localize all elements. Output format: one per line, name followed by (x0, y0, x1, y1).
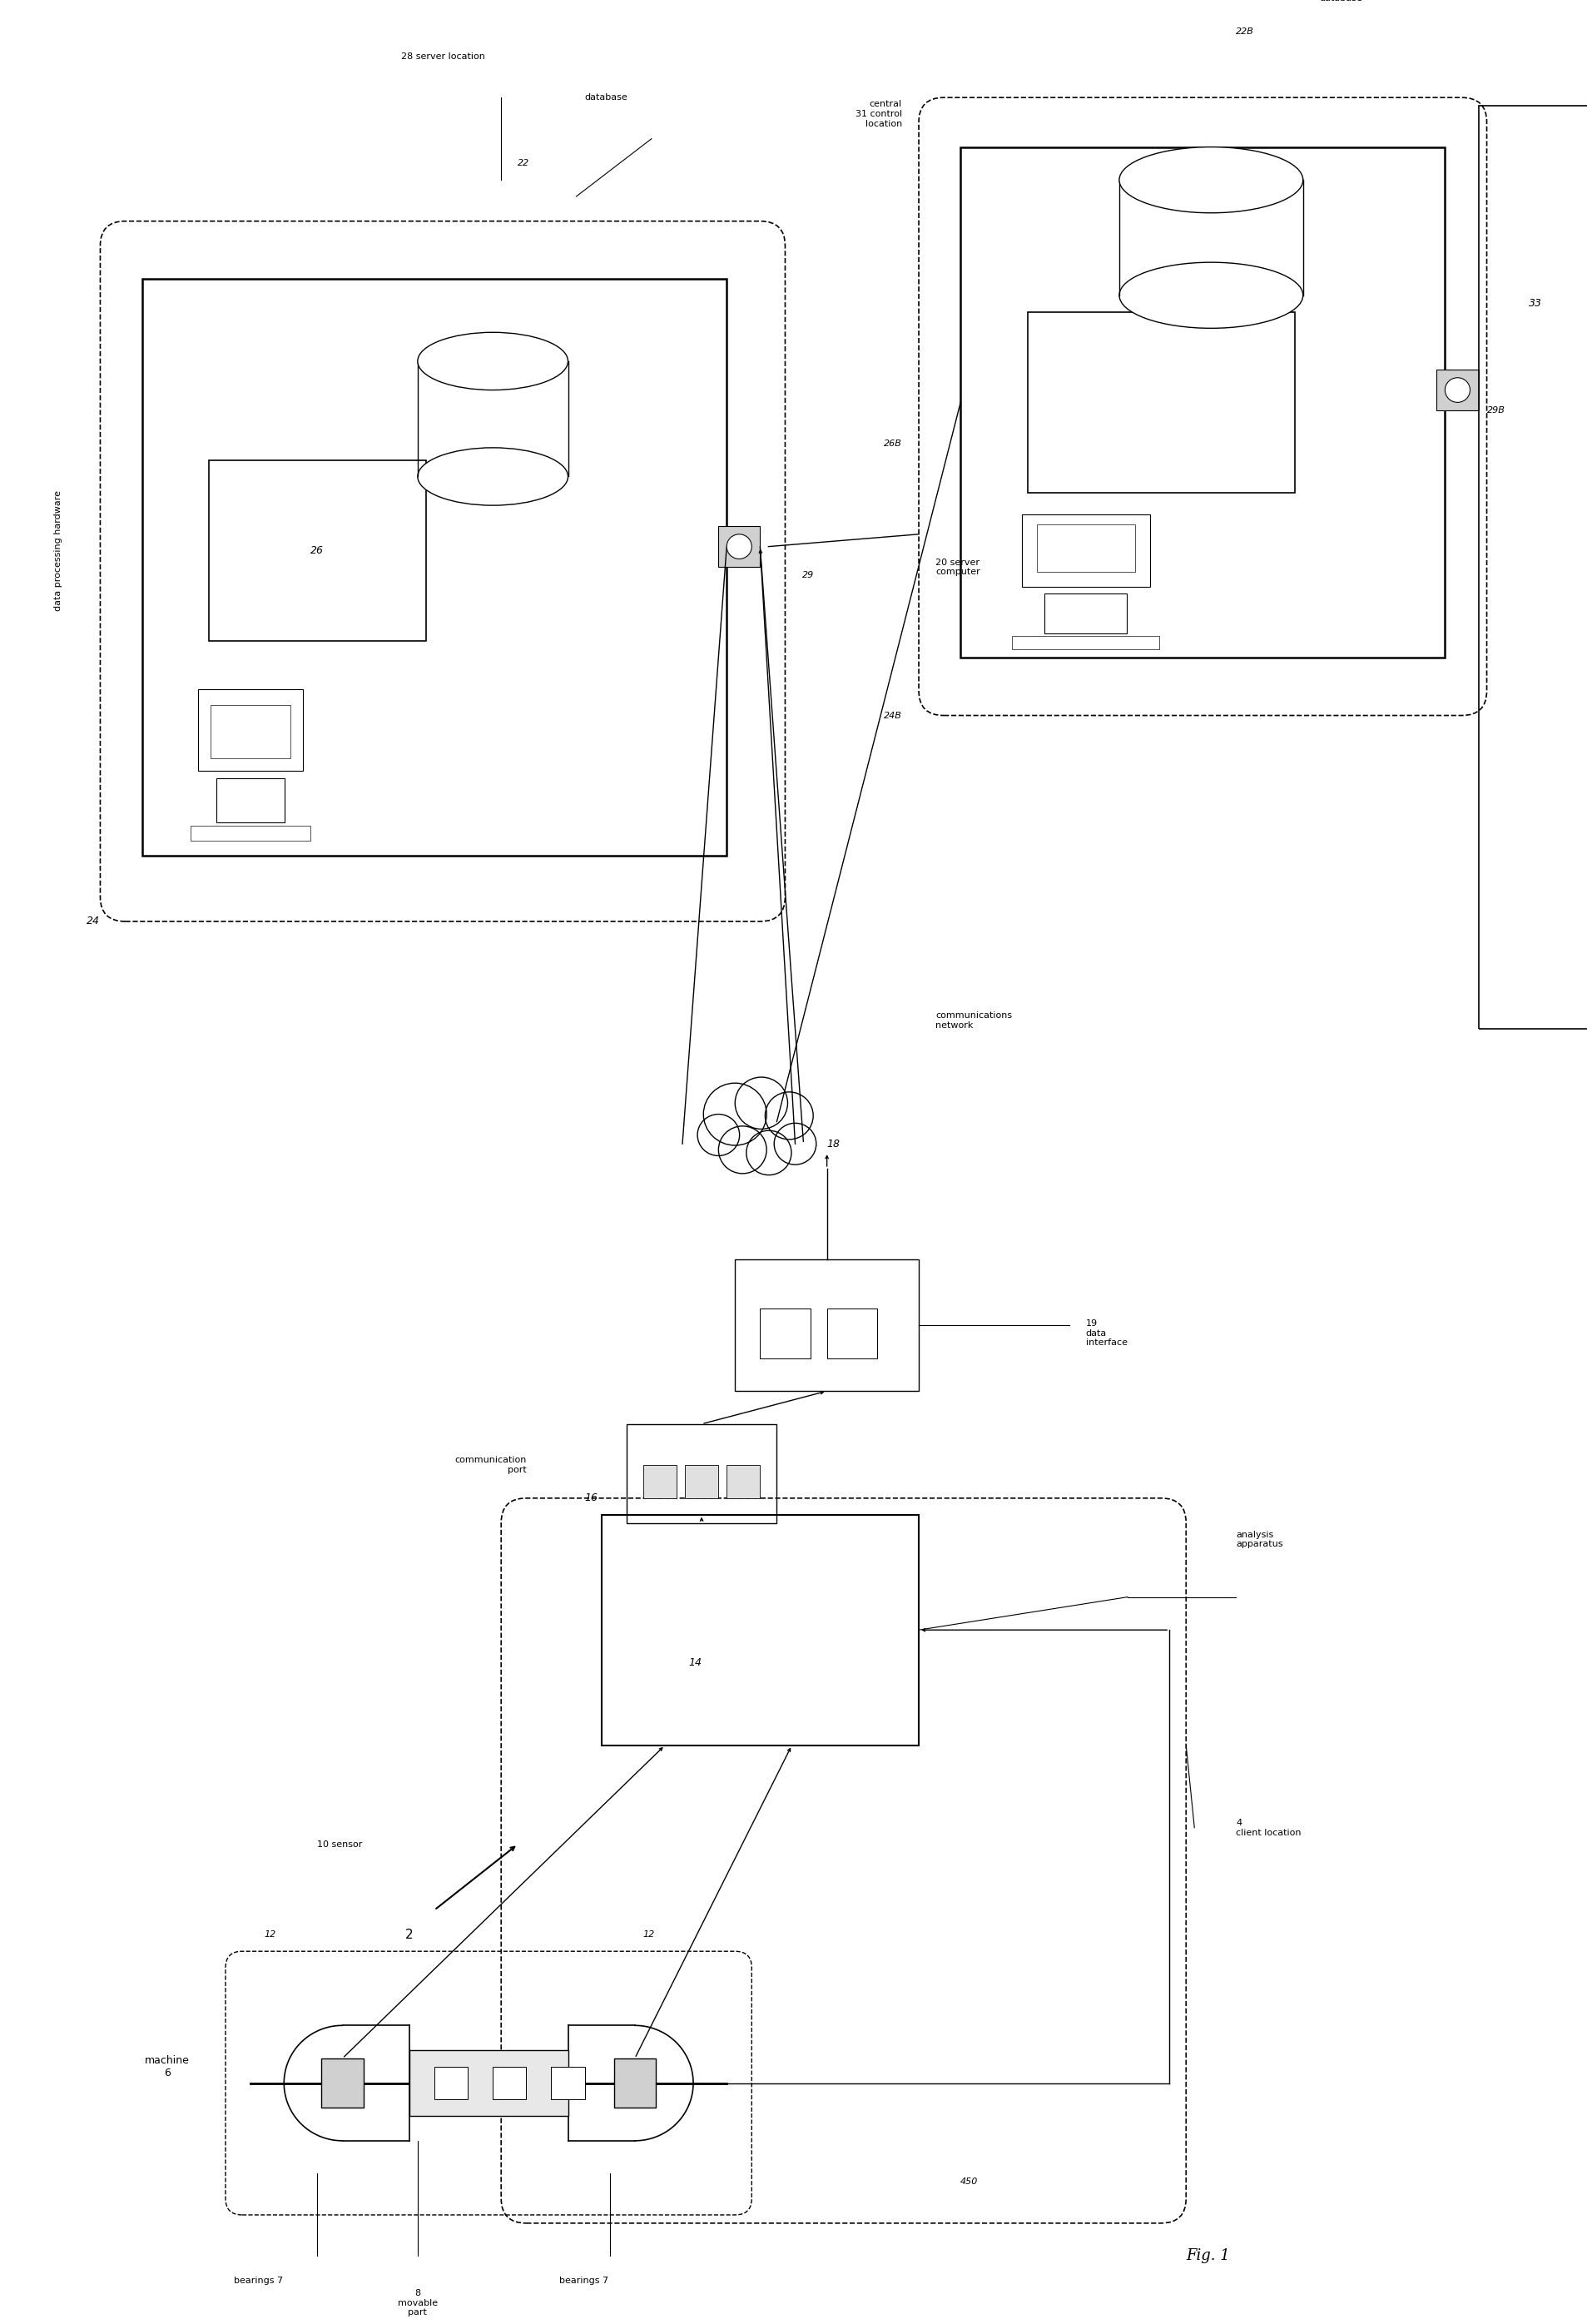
Bar (960, 146, 1446, 658)
Text: 24B: 24B (884, 711, 901, 720)
Ellipse shape (1119, 146, 1303, 214)
Bar (601, 1515, 919, 1745)
Bar (727, 1464, 760, 1499)
Circle shape (719, 1127, 767, 1174)
Ellipse shape (417, 332, 568, 390)
Text: 18: 18 (827, 1139, 840, 1150)
Text: machine
6: machine 6 (144, 2054, 189, 2078)
Text: database: database (584, 93, 628, 102)
Bar (760, 1308, 811, 1357)
Text: 10 sensor: 10 sensor (317, 1841, 363, 1848)
Text: 450: 450 (960, 2178, 978, 2187)
Text: 29: 29 (801, 572, 814, 579)
Bar (1013, 637, 1160, 648)
Text: 12: 12 (263, 1931, 276, 1938)
Bar (322, 2059, 363, 2108)
Bar (643, 1464, 676, 1499)
Text: central
31 control
location: central 31 control location (855, 100, 901, 128)
Circle shape (1446, 379, 1470, 402)
Circle shape (703, 1083, 767, 1146)
Text: 33: 33 (1528, 297, 1543, 309)
Text: database: database (1320, 0, 1363, 2)
Text: communications
network: communications network (935, 1011, 1013, 1030)
Bar (209, 460, 425, 641)
Text: 14: 14 (689, 1657, 701, 1669)
Text: bearings 7: bearings 7 (233, 2278, 282, 2284)
Text: data processing hardware: data processing hardware (54, 490, 62, 611)
Text: 20 server
computer: 20 server computer (935, 558, 981, 576)
Bar (827, 1308, 878, 1357)
Text: 8
movable
part: 8 movable part (398, 2289, 438, 2317)
Bar (719, 525, 760, 567)
Bar (217, 779, 284, 823)
Bar (141, 279, 727, 855)
Bar (551, 2066, 584, 2099)
Bar (494, 2066, 527, 2099)
Circle shape (727, 535, 752, 560)
Text: 29B: 29B (1487, 407, 1504, 414)
Text: 26: 26 (311, 546, 324, 555)
Bar (198, 690, 303, 772)
Text: 26B: 26B (884, 439, 901, 449)
Ellipse shape (417, 449, 568, 504)
Bar (190, 825, 311, 841)
Bar (686, 1464, 719, 1499)
Text: analysis
apparatus: analysis apparatus (1236, 1529, 1284, 1548)
Text: 22B: 22B (1236, 28, 1254, 35)
Bar (435, 2066, 468, 2099)
Bar (409, 2050, 568, 2117)
Circle shape (735, 1076, 787, 1129)
Text: 22: 22 (517, 160, 530, 167)
Bar (1022, 514, 1151, 588)
Text: 19
data
interface: 19 data interface (1086, 1320, 1127, 1348)
Bar (1436, 370, 1479, 411)
Bar (1036, 525, 1135, 572)
Text: 4
client location: 4 client location (1236, 1820, 1301, 1836)
Text: bearings 7: bearings 7 (560, 2278, 609, 2284)
Bar (1479, 107, 1587, 1030)
Text: 28 server location: 28 server location (402, 51, 486, 60)
Text: 16: 16 (584, 1492, 598, 1504)
Bar (1027, 311, 1295, 493)
Circle shape (774, 1122, 816, 1164)
Circle shape (697, 1113, 740, 1155)
Bar (614, 2059, 655, 2108)
Text: 12: 12 (643, 1931, 655, 1938)
Circle shape (746, 1129, 792, 1176)
Text: communication
port: communication port (454, 1457, 527, 1473)
Bar (1044, 593, 1127, 632)
Bar (627, 1425, 776, 1522)
Bar (735, 1260, 919, 1392)
Text: 24: 24 (87, 916, 100, 927)
Bar (211, 704, 290, 758)
Ellipse shape (1119, 263, 1303, 328)
Circle shape (765, 1092, 813, 1139)
Text: 2: 2 (405, 1929, 413, 1941)
Text: Fig. 1: Fig. 1 (1185, 2250, 1230, 2264)
